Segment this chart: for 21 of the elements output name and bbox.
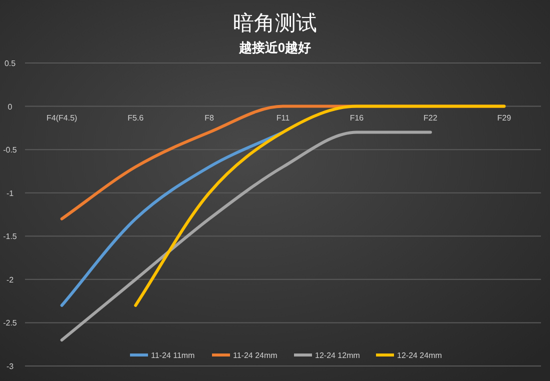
y-tick-label: -2.5 <box>3 318 18 328</box>
y-tick-label: -2 <box>6 275 14 284</box>
x-tick-label: F16 <box>350 113 364 122</box>
x-tick-label: F8 <box>204 113 214 122</box>
x-tick-label: F5.6 <box>128 113 144 122</box>
y-tick-label: 0.5 <box>4 59 16 68</box>
x-tick-label: F29 <box>497 113 512 122</box>
legend-label: 11-24 24mm <box>233 351 278 360</box>
y-tick-label: -1.5 <box>3 232 18 242</box>
chart-subtitle: 越接近0越好 <box>238 40 312 55</box>
legend-label: 12-24 12mm <box>315 351 360 360</box>
x-tick-label: F4(F4.5) <box>46 113 78 122</box>
y-tick-label: -0.5 <box>3 146 18 155</box>
x-tick-label: F11 <box>276 113 290 122</box>
legend-label: 12-24 24mm <box>397 351 442 360</box>
y-tick-label: -3 <box>6 362 14 371</box>
legend-label: 11-24 11mm <box>151 351 196 360</box>
x-tick-label: F22 <box>424 113 438 122</box>
y-tick-label: -1 <box>6 188 14 198</box>
chart-title: 暗角测试 <box>233 12 317 35</box>
y-tick-label: 0 <box>8 102 13 112</box>
